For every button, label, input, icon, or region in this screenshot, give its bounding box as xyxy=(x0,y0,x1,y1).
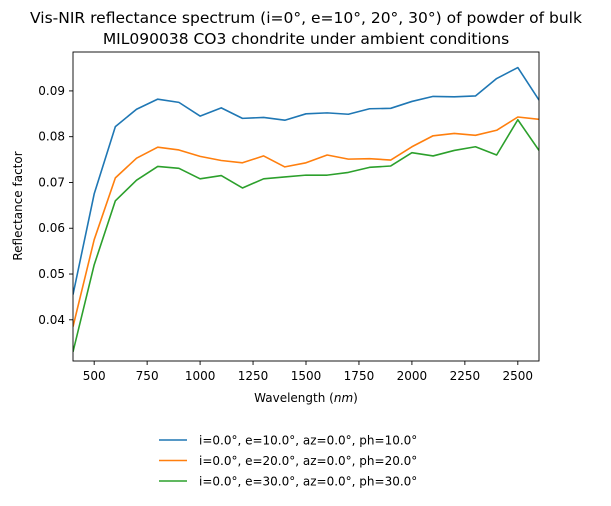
series-lines xyxy=(73,66,539,353)
x-tick-label: 1250 xyxy=(238,369,269,383)
x-tick-label: 750 xyxy=(136,369,159,383)
y-tick-label: 0.07 xyxy=(38,175,65,189)
legend-label-2: i=0.0°, e=20.0°, az=0.0°, ph=20.0° xyxy=(199,454,417,468)
x-tick-label: 1750 xyxy=(344,369,375,383)
series-line-3 xyxy=(73,118,539,353)
x-axis-label: Wavelength (nm) xyxy=(254,391,358,405)
chart-title: Vis-NIR reflectance spectrum (i=0°, e=10… xyxy=(30,9,582,27)
y-tick-label: 0.08 xyxy=(38,130,65,144)
x-tick-label: 1500 xyxy=(291,369,322,383)
y-tick-label: 0.05 xyxy=(38,267,65,281)
y-axis-label: Reflectance factor xyxy=(11,151,25,260)
legend: i=0.0°, e=10.0°, az=0.0°, ph=10.0° i=0.0°… xyxy=(159,434,417,489)
chart-subtitle: MIL090038 CO3 chondrite under ambient co… xyxy=(103,30,509,48)
x-axis-ticks: 500 750 1000 1250 1500 1750 2000 2250 2500 xyxy=(83,361,533,383)
x-tick-label: 2000 xyxy=(397,369,428,383)
y-axis-ticks: 0.04 0.05 0.06 0.07 0.08 0.09 xyxy=(38,84,73,327)
x-tick-label: 2500 xyxy=(503,369,534,383)
x-tick-label: 2250 xyxy=(450,369,481,383)
plot-frame xyxy=(72,51,540,362)
legend-label-3: i=0.0°, e=30.0°, az=0.0°, ph=30.0° xyxy=(199,475,417,489)
x-tick-label: 500 xyxy=(83,369,106,383)
plot-area: 500 750 1000 1250 1500 1750 2000 2250 2500 0.040… xyxy=(38,51,540,383)
series-line-1 xyxy=(73,66,539,295)
y-tick-label: 0.04 xyxy=(38,313,65,327)
y-tick-label: 0.06 xyxy=(38,221,65,235)
x-tick-label: 1000 xyxy=(185,369,216,383)
y-tick-label: 0.09 xyxy=(38,84,65,98)
series-line-2 xyxy=(73,116,539,327)
legend-label-1: i=0.0°, e=10.0°, az=0.0°, ph=10.0° xyxy=(199,434,417,448)
